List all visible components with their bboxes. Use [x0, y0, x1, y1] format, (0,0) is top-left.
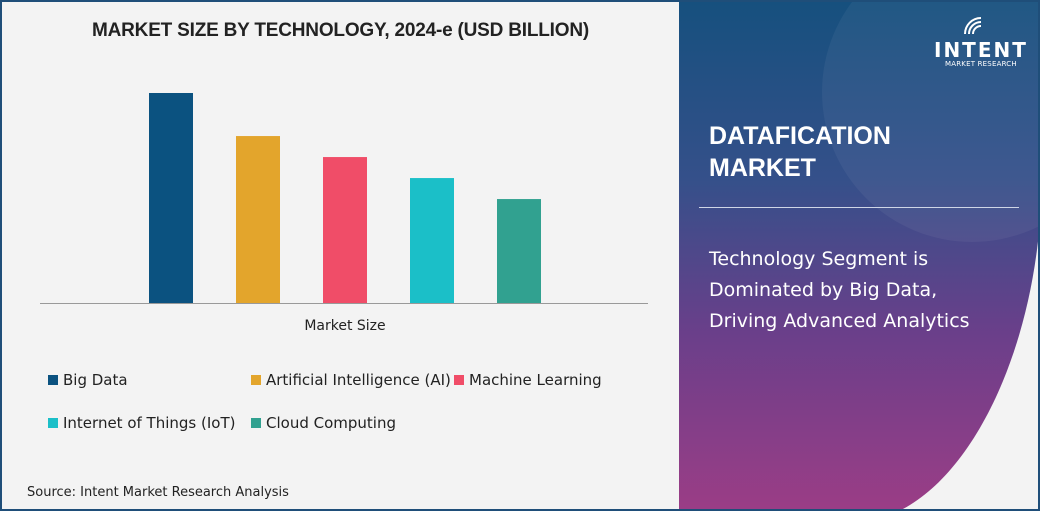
- legend-swatch: [251, 418, 261, 428]
- legend-swatch: [454, 375, 464, 385]
- legend-item: Cloud Computing: [251, 414, 396, 432]
- legend-label: Internet of Things (IoT): [63, 414, 236, 432]
- legend-swatch: [251, 375, 261, 385]
- summary-text: Technology Segment is Dominated by Big D…: [709, 248, 970, 332]
- summary-panel: INTENT MARKET RESEARCH DATAFICATION MARK…: [679, 2, 1040, 511]
- bar-3: [410, 178, 454, 303]
- legend-item: Internet of Things (IoT): [48, 414, 235, 432]
- x-axis-label: Market Size: [304, 318, 386, 334]
- bar-4: [497, 199, 541, 303]
- bar-2: [323, 157, 367, 303]
- legend-item: Machine Learning: [454, 371, 602, 389]
- source-note: Source: Intent Market Research Analysis: [27, 485, 289, 500]
- legend-swatch: [48, 375, 58, 385]
- legend-label: Big Data: [63, 371, 128, 389]
- market-title: DATAFICATION MARKET: [709, 122, 891, 182]
- legend-label: Artificial Intelligence (AI): [266, 371, 451, 389]
- chart-title: MARKET SIZE BY TECHNOLOGY, 2024-e (USD B…: [92, 20, 589, 41]
- legend-swatch: [48, 418, 58, 428]
- legend-label: Machine Learning: [469, 371, 602, 389]
- bar-chart: [40, 93, 648, 304]
- divider: [699, 207, 1019, 208]
- legend-item: Artificial Intelligence (AI): [251, 371, 451, 389]
- legend-item: Big Data: [48, 371, 128, 389]
- chart-panel: MARKET SIZE BY TECHNOLOGY, 2024-e (USD B…: [2, 2, 679, 509]
- intent-logo: INTENT MARKET RESEARCH: [934, 14, 1028, 68]
- bar-0: [149, 93, 193, 303]
- legend-label: Cloud Computing: [266, 414, 396, 432]
- bar-1: [236, 136, 280, 303]
- signal-icon: [961, 14, 1001, 36]
